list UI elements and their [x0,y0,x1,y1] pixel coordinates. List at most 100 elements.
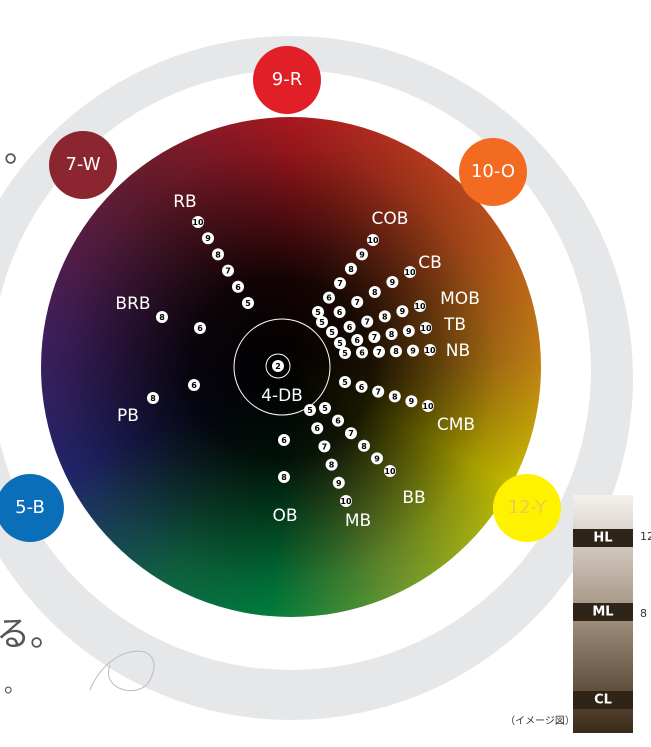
dot [147,392,159,404]
dot-number: 10 [424,346,436,355]
center-label: 4-DB [261,386,303,406]
level-label: ML [592,605,613,620]
dot-number: 8 [281,473,287,482]
level-band [573,529,633,547]
dot [188,379,200,391]
dot [345,427,357,440]
dot [405,395,418,408]
color-wheel [41,117,541,617]
dot [414,300,426,312]
dot [156,311,168,323]
dot-number: 5 [319,318,325,327]
dot [272,360,284,372]
dot [386,276,399,288]
dot-number: 8 [372,288,378,297]
ray-label: MB [345,511,371,531]
dot [384,465,396,477]
dot [373,345,385,358]
dot-number: 6 [235,283,241,292]
center-inner-ring [265,353,291,379]
dot [304,404,316,416]
dot [422,400,434,412]
dot-number: 10 [414,302,426,311]
dot-number: 6 [191,381,197,390]
dot [343,320,356,333]
dot [333,306,346,318]
dot-number: 7 [225,267,231,276]
dot [332,414,344,427]
dot-number: 9 [374,454,380,463]
dot [355,380,368,393]
dot [332,476,345,489]
dot [345,262,357,275]
ray-label: MOB [440,289,480,309]
dot [339,347,351,359]
dot-number: 5 [315,308,321,317]
dot-number: 10 [367,236,379,245]
dot-number: 6 [197,324,203,333]
dot [371,452,383,465]
ray-label: BRB [115,294,150,314]
ray-label: BB [402,488,425,508]
dot-number: 5 [342,349,348,358]
ray-label: RB [173,192,196,212]
dot [404,266,416,278]
dot [242,297,254,309]
dot [351,334,364,346]
dot [222,264,234,277]
center-ring [233,318,331,416]
badge-label: 7-W [65,154,100,175]
ray-label: NB [446,341,470,361]
dot-number: 8 [393,347,399,356]
dot [318,440,331,453]
dot-number: 8 [389,330,395,339]
dot-number: 10 [384,467,396,476]
dot-number: 7 [372,333,378,342]
dot-number: 8 [329,461,335,470]
dot [402,325,415,337]
dot [334,277,346,290]
dot-number: 6 [326,294,332,303]
dot-number: 7 [337,279,343,288]
level-label: HL [593,531,612,546]
dot [356,346,368,359]
dot [194,322,206,334]
dot-number: 9 [409,397,415,406]
dot [368,331,381,343]
side-text: 。 [4,131,38,171]
dot-number: 8 [392,392,398,401]
dot-number: 6 [347,323,353,332]
badge [459,138,527,206]
dot [424,344,436,356]
dot [278,434,290,446]
dot-number: 10 [422,402,434,411]
dot [319,402,331,414]
badge [0,474,64,542]
dot [396,305,409,318]
dot-number: 8 [361,442,367,451]
dot-number: 7 [375,388,381,397]
dot-number: 5 [322,404,328,413]
dot [378,310,391,323]
dot [351,296,364,308]
dot [361,315,374,328]
dot-number: 10 [404,268,416,277]
dot-number: 8 [150,394,156,403]
caption: （イメージ図） [505,715,575,727]
dot [202,232,214,245]
level-scale: 8 [640,607,647,620]
badge [253,46,321,114]
dot-number: 10 [420,324,432,333]
dot [367,234,379,246]
ray-label: COB [372,209,409,229]
badge-label: 5-B [15,497,45,518]
dot [385,328,398,340]
level-label: CL [594,693,612,708]
dot [232,280,244,293]
dot [420,322,432,334]
dot [339,376,351,388]
dot [323,291,335,304]
dot-number: 6 [281,436,287,445]
dot-number: 6 [359,383,365,392]
